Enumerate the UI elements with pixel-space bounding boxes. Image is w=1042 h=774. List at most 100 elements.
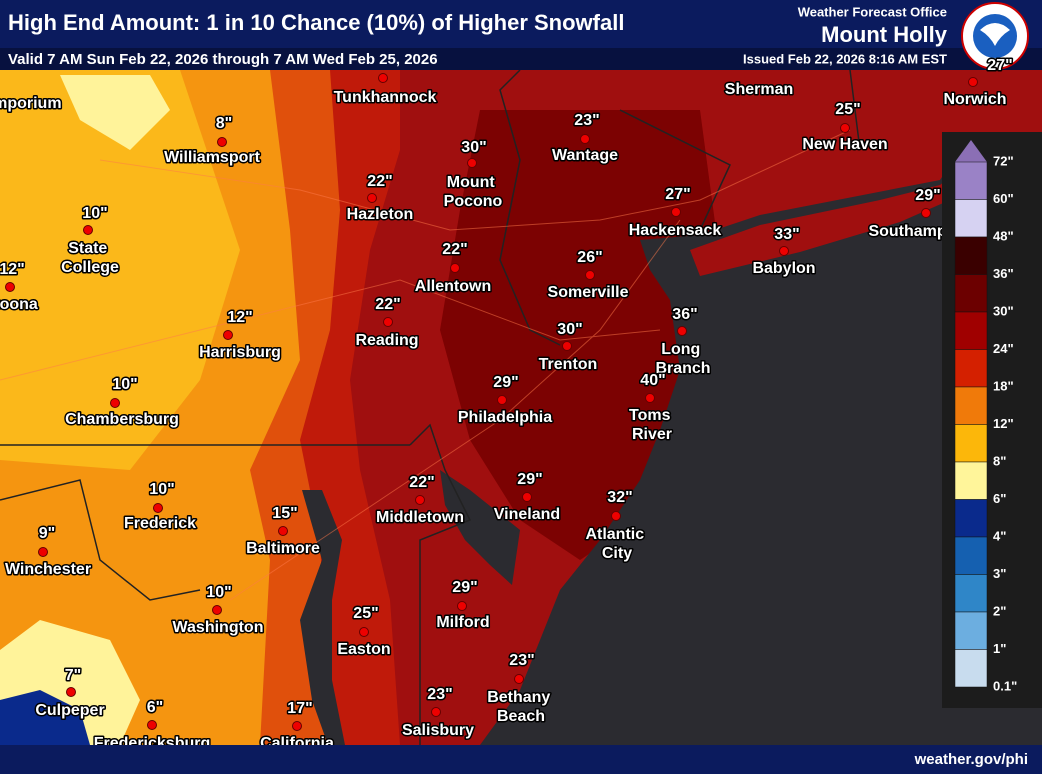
legend-label: 72" (993, 153, 1014, 168)
snow-amount: 17" (287, 700, 312, 717)
map-title: High End Amount: 1 in 10 Chance (10%) of… (8, 10, 624, 35)
nws-logo (961, 2, 1029, 70)
city-name: Frederick (124, 515, 196, 532)
city-dot (450, 263, 460, 273)
snow-amount: 23" (509, 652, 534, 669)
snow-amount: 29" (915, 187, 940, 204)
snow-amount: 30" (461, 139, 486, 156)
city-dot (585, 270, 595, 280)
city-name: Winchester (5, 561, 91, 578)
snow-amount: 25" (353, 605, 378, 622)
office-label: Weather Forecast Office (798, 4, 947, 19)
issued-time: Issued Feb 22, 2026 8:16 AM EST (743, 51, 947, 66)
snow-amount: 8" (216, 115, 232, 132)
city-dot (83, 225, 93, 235)
city-name: Philadelphia (458, 409, 552, 426)
city-name: Baltimore (246, 540, 320, 557)
snow-amount: 25" (835, 101, 860, 118)
city-name: Washington (173, 619, 264, 636)
city-dot (292, 721, 302, 731)
office-name: Mount Holly (821, 22, 948, 47)
snow-amount: 12" (0, 261, 25, 278)
legend-label: 4" (993, 528, 1006, 543)
footer-url: weather.gov/phi (914, 751, 1028, 768)
city-name: Allentown (415, 278, 491, 295)
snow-amount: 22" (367, 173, 392, 190)
city-dot (367, 193, 377, 203)
city-name: Sherman (725, 81, 793, 98)
footer: weather.gov/phi (0, 745, 1042, 774)
city-name: Bethany Beach (487, 689, 555, 725)
legend-label: 36" (993, 266, 1014, 281)
city-dot (968, 77, 978, 87)
header: High End Amount: 1 in 10 Chance (10%) of… (0, 0, 1042, 70)
city-dot (415, 495, 425, 505)
legend-label: 1" (993, 641, 1006, 656)
snow-amount: 27" (665, 186, 690, 203)
legend-label: 2" (993, 603, 1006, 618)
snow-amount: 40" (640, 372, 665, 389)
city-name: Tunkhannock (334, 89, 437, 106)
legend-swatch (954, 161, 988, 200)
legend-label: 0.1" (993, 678, 1017, 693)
city-dot (359, 627, 369, 637)
legend-swatch (954, 386, 988, 425)
legend-swatch (954, 199, 988, 238)
city-name: Emporium (0, 95, 62, 112)
snow-amount: 23" (574, 112, 599, 129)
city-name: Vineland (494, 506, 560, 523)
city-dot (217, 137, 227, 147)
snow-amount: 10" (149, 481, 174, 498)
legend-label: 8" (993, 453, 1006, 468)
city-name: Somerville (548, 284, 629, 301)
city-dot (153, 503, 163, 513)
city-name: Easton (337, 641, 390, 658)
snow-amount: 7" (65, 667, 81, 684)
city-dot (562, 341, 572, 351)
city-dot (514, 674, 524, 684)
city-name: Mount Pocono (444, 174, 503, 210)
city-dot (66, 687, 76, 697)
snow-amount: 29" (517, 471, 542, 488)
city-dot (467, 158, 477, 168)
legend-swatch (954, 349, 988, 388)
city-dot (522, 492, 532, 502)
snow-amount: 9" (39, 525, 55, 542)
city-dot (378, 73, 388, 83)
city-name: Atlantic City (585, 526, 648, 562)
snow-amount: 26" (577, 249, 602, 266)
city-name: Babylon (752, 260, 815, 277)
snow-amount: 36" (672, 306, 697, 323)
city-dot (223, 330, 233, 340)
snow-amount: 22" (409, 474, 434, 491)
city-dot (383, 317, 393, 327)
city-name: Wantage (552, 147, 618, 164)
city-dot (645, 393, 655, 403)
city-name: Culpeper (35, 702, 104, 719)
legend-swatch (954, 536, 988, 575)
snow-amount: 12" (227, 309, 252, 326)
city-name: New Haven (802, 136, 887, 153)
city-dot (840, 123, 850, 133)
snow-amount: 33" (774, 226, 799, 243)
snow-amount: 22" (442, 241, 467, 258)
city-name: Middletown (376, 509, 464, 526)
legend-swatch (954, 461, 988, 500)
city-labels: Emporium Tunkhannock 8" Williamsport 10" Stat… (0, 56, 1014, 754)
city-dot (921, 208, 931, 218)
city-dot (110, 398, 120, 408)
snow-amount: 30" (557, 321, 582, 338)
city-name: State College (61, 240, 119, 276)
city-dot (147, 720, 157, 730)
valid-period: Valid 7 AM Sun Feb 22, 2026 through 7 AM… (8, 51, 438, 68)
legend-swatch (954, 611, 988, 650)
city-dot (431, 707, 441, 717)
legend-swatch (954, 424, 988, 463)
legend-swatch (954, 649, 988, 688)
snow-amount: 6" (147, 699, 163, 716)
snow-amount: 27" (987, 57, 1012, 74)
legend-swatch (954, 499, 988, 538)
city-dot (611, 511, 621, 521)
snow-amount: 29" (493, 374, 518, 391)
